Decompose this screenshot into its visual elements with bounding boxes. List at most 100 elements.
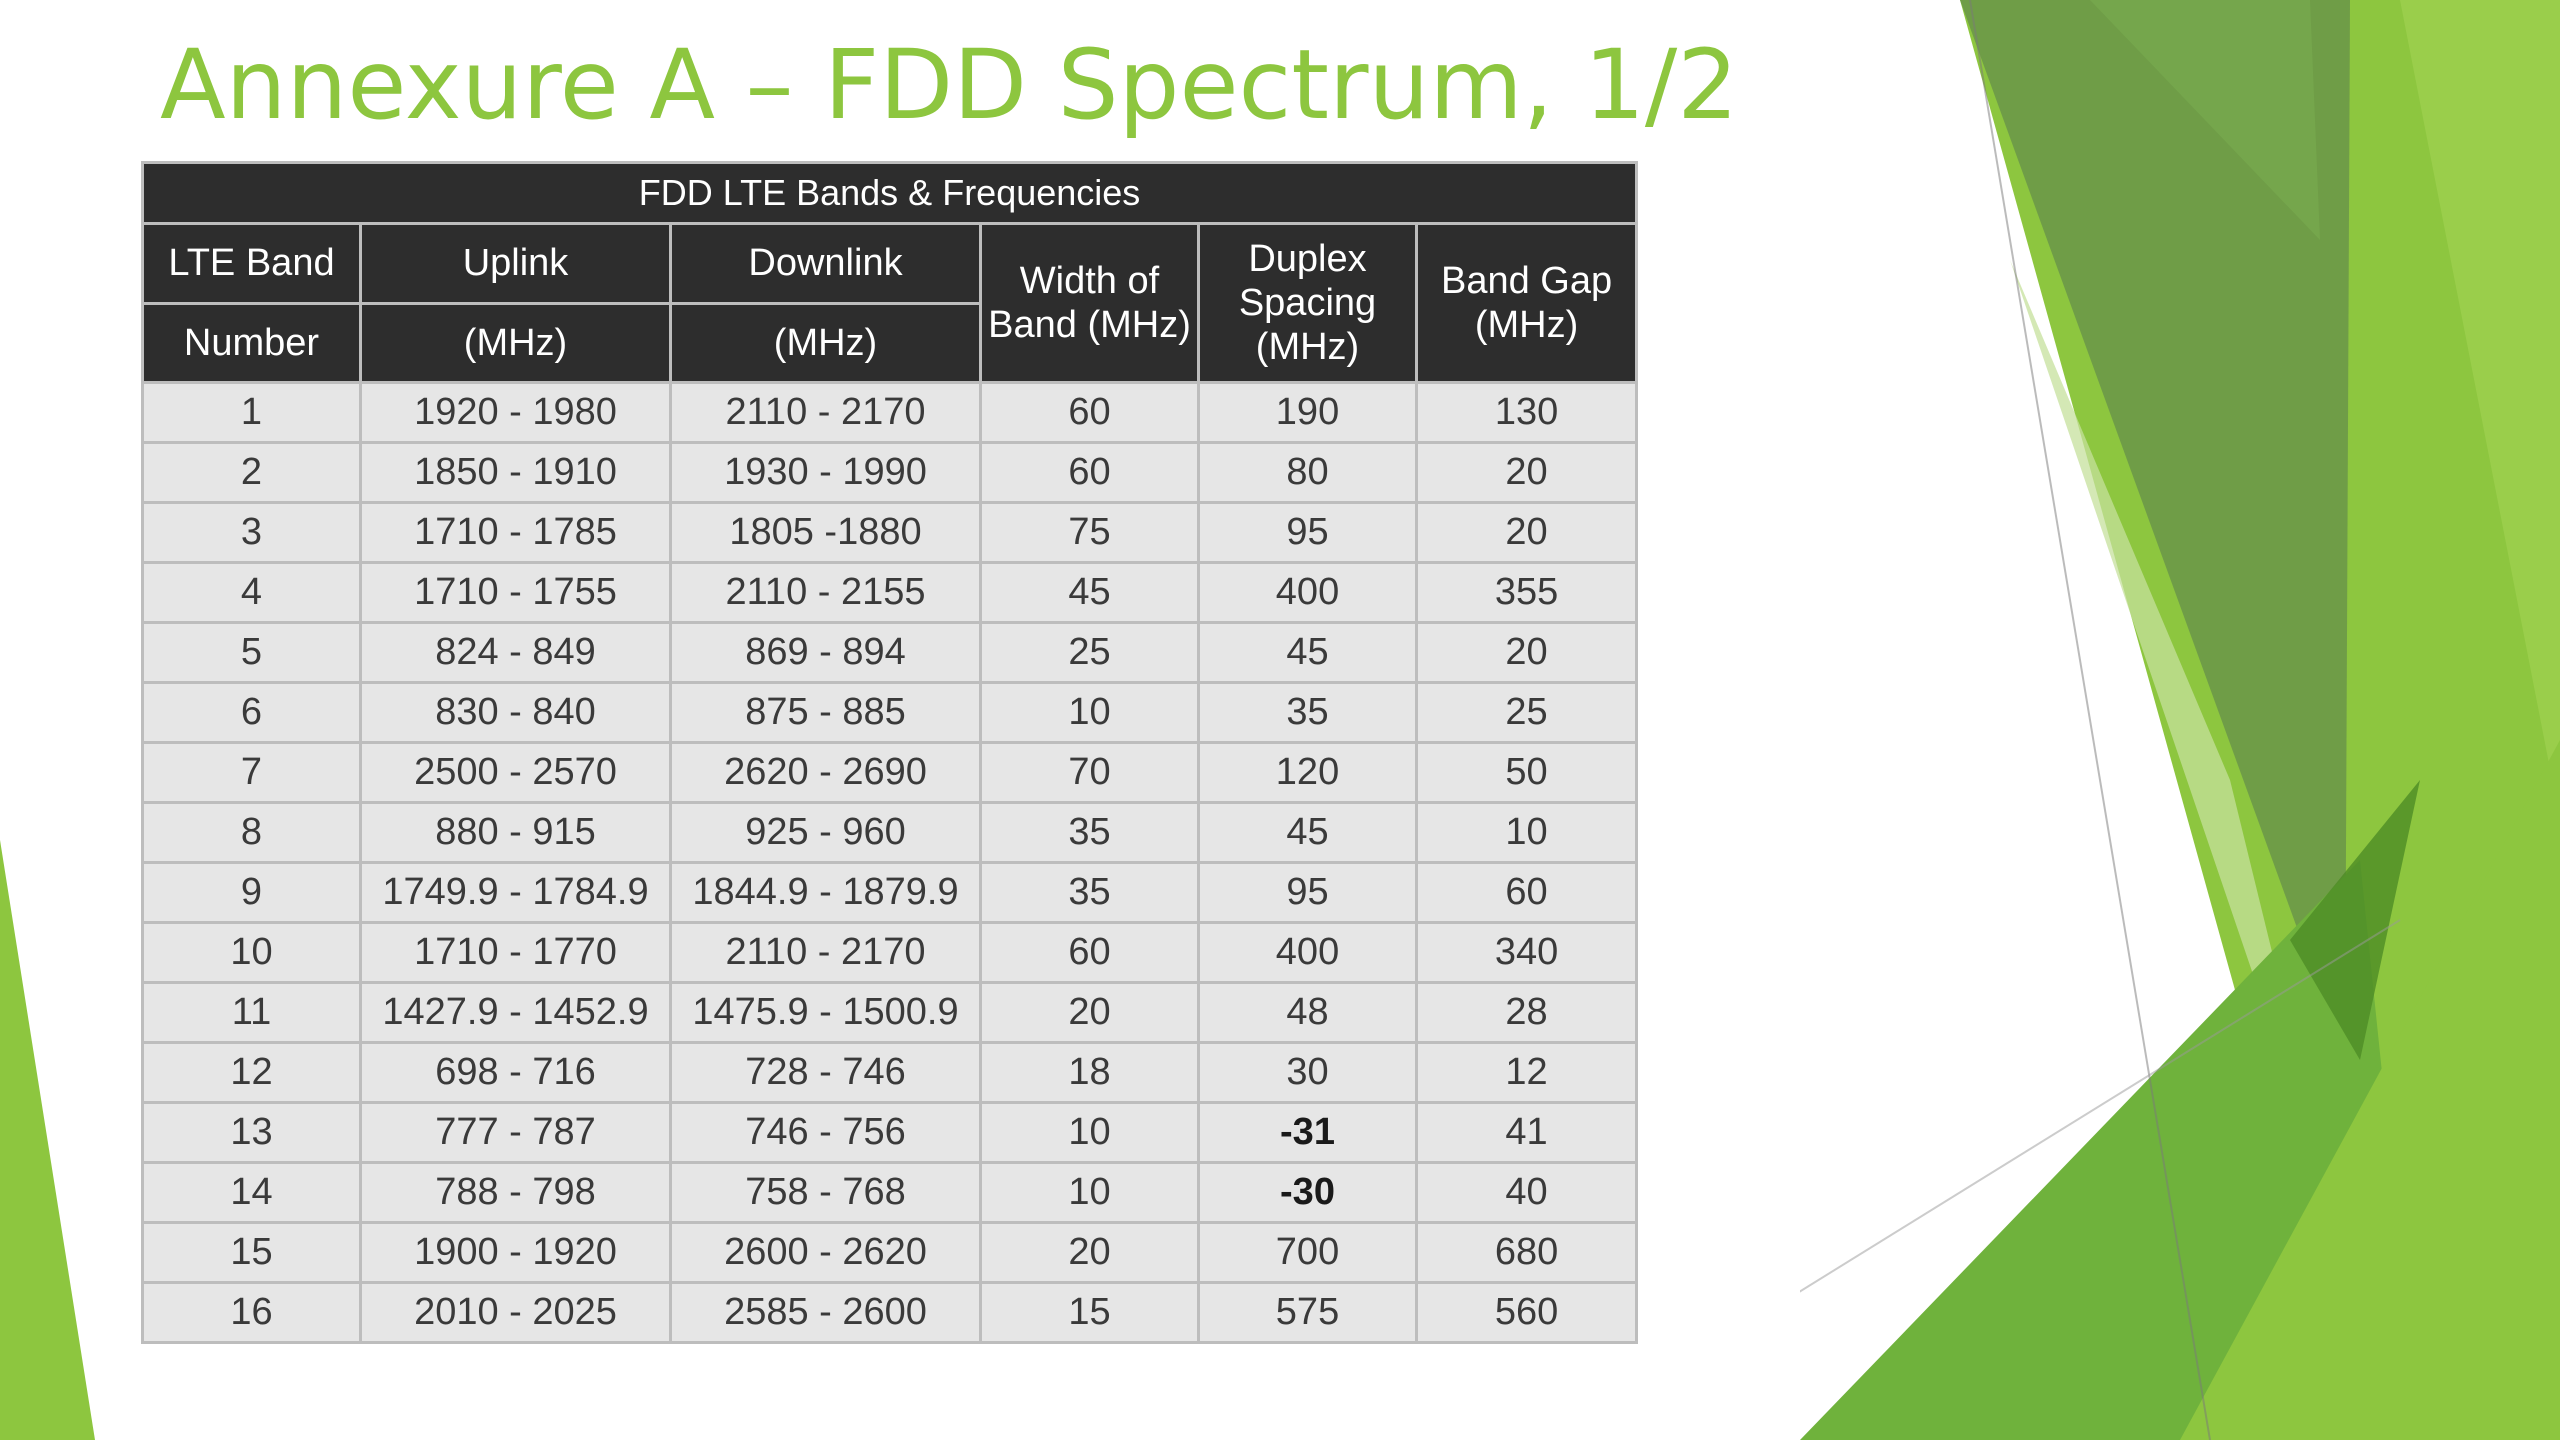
gap-cell: 20 xyxy=(1414,441,1639,504)
uplink-cell: 788 - 798 xyxy=(359,1161,672,1224)
gap-cell: 60 xyxy=(1414,861,1639,924)
uplink-cell: 2500 - 2570 xyxy=(359,741,672,804)
band-cell: 6 xyxy=(141,681,362,744)
header-downlink-line2: (MHz) xyxy=(669,302,982,384)
gap-cell: 20 xyxy=(1414,621,1639,684)
duplex-cell: 48 xyxy=(1197,981,1418,1044)
duplex-cell: 575 xyxy=(1197,1281,1418,1344)
table-row: 13 777 - 787 746 - 756 10 -31 41 xyxy=(141,1101,1639,1164)
width-cell: 35 xyxy=(979,801,1200,864)
downlink-cell: 1844.9 - 1879.9 xyxy=(669,861,982,924)
gap-cell: 355 xyxy=(1414,561,1639,624)
uplink-cell: 1920 - 1980 xyxy=(359,381,672,444)
left-decor-shape xyxy=(0,840,95,1440)
duplex-cell: 120 xyxy=(1197,741,1418,804)
table-row: 5 824 - 849 869 - 894 25 45 20 xyxy=(141,621,1639,684)
downlink-cell: 2585 - 2600 xyxy=(669,1281,982,1344)
downlink-cell: 2110 - 2170 xyxy=(669,921,982,984)
gap-cell: 560 xyxy=(1414,1281,1639,1344)
duplex-cell: 190 xyxy=(1197,381,1418,444)
gap-cell: 28 xyxy=(1414,981,1639,1044)
band-cell: 10 xyxy=(141,921,362,984)
width-cell: 45 xyxy=(979,561,1200,624)
header-uplink-line2: (MHz) xyxy=(359,302,672,384)
header-gap: Band Gap (MHz) xyxy=(1414,222,1639,384)
header-width: Width of Band (MHz) xyxy=(979,222,1200,384)
duplex-cell: 700 xyxy=(1197,1221,1418,1284)
duplex-cell: 400 xyxy=(1197,561,1418,624)
band-cell: 5 xyxy=(141,621,362,684)
duplex-cell: 95 xyxy=(1197,861,1418,924)
downlink-cell: 925 - 960 xyxy=(669,801,982,864)
header-band-line1: LTE Band xyxy=(141,222,362,305)
uplink-cell: 777 - 787 xyxy=(359,1101,672,1164)
uplink-cell: 1749.9 - 1784.9 xyxy=(359,861,672,924)
downlink-cell: 1805 -1880 xyxy=(669,501,982,564)
band-cell: 13 xyxy=(141,1101,362,1164)
table-row: 11 1427.9 - 1452.9 1475.9 - 1500.9 20 48… xyxy=(141,981,1639,1044)
band-cell: 11 xyxy=(141,981,362,1044)
band-cell: 7 xyxy=(141,741,362,804)
table-row: 16 2010 - 2025 2585 - 2600 15 575 560 xyxy=(141,1281,1639,1344)
downlink-cell: 869 - 894 xyxy=(669,621,982,684)
table-row: 2 1850 - 1910 1930 - 1990 60 80 20 xyxy=(141,441,1639,504)
duplex-cell: 45 xyxy=(1197,801,1418,864)
gap-cell: 340 xyxy=(1414,921,1639,984)
table-row: 4 1710 - 1755 2110 - 2155 45 400 355 xyxy=(141,561,1639,624)
downlink-cell: 1930 - 1990 xyxy=(669,441,982,504)
width-cell: 10 xyxy=(979,1161,1200,1224)
width-cell: 25 xyxy=(979,621,1200,684)
table-row: 12 698 - 716 728 - 746 18 30 12 xyxy=(141,1041,1639,1104)
table-row: 14 788 - 798 758 - 768 10 -30 40 xyxy=(141,1161,1639,1224)
uplink-cell: 1427.9 - 1452.9 xyxy=(359,981,672,1044)
uplink-cell: 1710 - 1770 xyxy=(359,921,672,984)
width-cell: 20 xyxy=(979,1221,1200,1284)
band-cell: 12 xyxy=(141,1041,362,1104)
downlink-cell: 728 - 746 xyxy=(669,1041,982,1104)
header-duplex: Duplex Spacing (MHz) xyxy=(1197,222,1418,384)
band-cell: 1 xyxy=(141,381,362,444)
band-cell: 3 xyxy=(141,501,362,564)
downlink-cell: 1475.9 - 1500.9 xyxy=(669,981,982,1044)
right-decor-shapes xyxy=(1800,0,2560,1440)
gap-cell: 680 xyxy=(1414,1221,1639,1284)
duplex-cell: 45 xyxy=(1197,621,1418,684)
band-cell: 16 xyxy=(141,1281,362,1344)
table-row: 6 830 - 840 875 - 885 10 35 25 xyxy=(141,681,1639,744)
table-row: 10 1710 - 1770 2110 - 2170 60 400 340 xyxy=(141,921,1639,984)
slide-title: Annexure A – FDD Spectrum, 1/2 xyxy=(160,29,1739,141)
gap-cell: 12 xyxy=(1414,1041,1639,1104)
table-row: 3 1710 - 1785 1805 -1880 75 95 20 xyxy=(141,501,1639,564)
table-row: 7 2500 - 2570 2620 - 2690 70 120 50 xyxy=(141,741,1639,804)
downlink-cell: 746 - 756 xyxy=(669,1101,982,1164)
width-cell: 10 xyxy=(979,681,1200,744)
duplex-cell: 30 xyxy=(1197,1041,1418,1104)
band-cell: 15 xyxy=(141,1221,362,1284)
table-row: 8 880 - 915 925 - 960 35 45 10 xyxy=(141,801,1639,864)
band-cell: 14 xyxy=(141,1161,362,1224)
uplink-cell: 880 - 915 xyxy=(359,801,672,864)
duplex-cell: 35 xyxy=(1197,681,1418,744)
gap-cell: 25 xyxy=(1414,681,1639,744)
width-cell: 60 xyxy=(979,381,1200,444)
width-cell: 35 xyxy=(979,861,1200,924)
width-cell: 60 xyxy=(979,441,1200,504)
duplex-cell: 400 xyxy=(1197,921,1418,984)
downlink-cell: 2620 - 2690 xyxy=(669,741,982,804)
downlink-cell: 875 - 885 xyxy=(669,681,982,744)
downlink-cell: 2110 - 2155 xyxy=(669,561,982,624)
band-cell: 4 xyxy=(141,561,362,624)
duplex-cell: -31 xyxy=(1197,1101,1418,1164)
width-cell: 20 xyxy=(979,981,1200,1044)
duplex-cell: -30 xyxy=(1197,1161,1418,1224)
downlink-cell: 2600 - 2620 xyxy=(669,1221,982,1284)
width-cell: 10 xyxy=(979,1101,1200,1164)
width-cell: 15 xyxy=(979,1281,1200,1344)
gap-cell: 40 xyxy=(1414,1161,1639,1224)
downlink-cell: 2110 - 2170 xyxy=(669,381,982,444)
gap-cell: 10 xyxy=(1414,801,1639,864)
duplex-cell: 95 xyxy=(1197,501,1418,564)
gap-cell: 50 xyxy=(1414,741,1639,804)
header-band-line2: Number xyxy=(141,302,362,384)
width-cell: 70 xyxy=(979,741,1200,804)
